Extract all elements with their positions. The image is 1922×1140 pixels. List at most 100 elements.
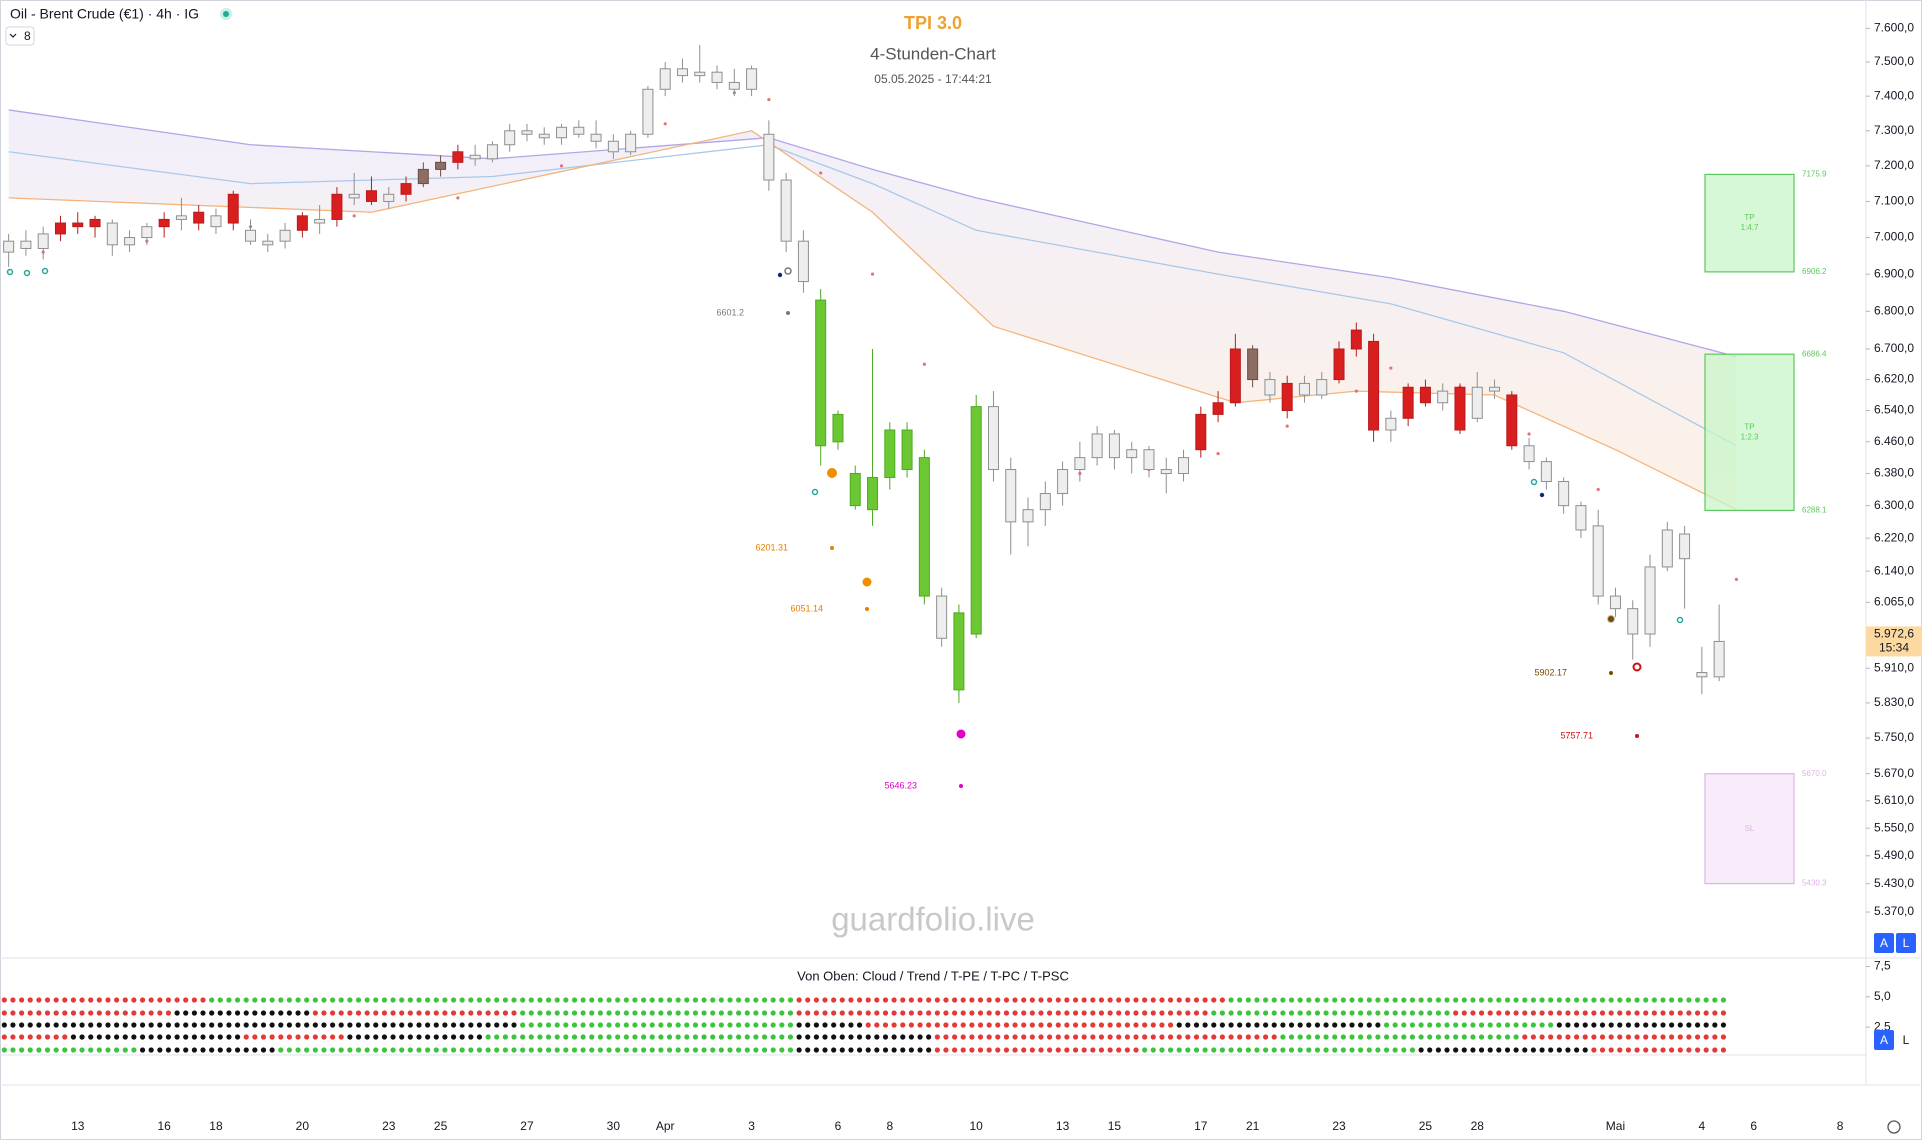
signal-dot [19,1010,25,1016]
signal-dot [88,997,94,1003]
sar-dot [352,214,356,218]
signal-dot [856,1010,863,1016]
signal-dot [1297,1022,1303,1028]
signal-dot [1202,997,1208,1003]
button-label[interactable]: A [1880,936,1888,950]
signal-dot [1237,1022,1243,1028]
signal-dot [1444,1022,1450,1028]
signal-dot [1280,1022,1286,1028]
signal-dot [494,1034,500,1040]
signal-dot [684,1034,690,1040]
signal-dot [1358,1047,1364,1053]
signal-dot [312,1022,318,1028]
signal-dot [1038,1034,1044,1040]
signal-dot [1686,1010,1692,1016]
signal-dot [105,1047,111,1053]
signal-dot [1297,1034,1303,1040]
pane-title: Von Oben: Cloud / Trend / T-PE / T-PC / … [797,968,1069,983]
signal-dot [347,1034,353,1040]
signal-dot [623,997,629,1003]
button-label[interactable]: A [1880,1033,1888,1047]
signal-dot [174,1022,180,1028]
signal-dot [1237,1034,1243,1040]
signal-dot [355,997,362,1003]
signal-dot [174,997,180,1003]
signal-dot [545,1047,552,1053]
signal-dot [433,1010,439,1016]
signal-dot [589,1047,595,1053]
signal-dot [1418,1047,1424,1053]
y-tick-label: 5.830,0 [1874,695,1914,709]
signal-dot [761,1022,768,1028]
signal-dot [874,1047,880,1053]
button-label[interactable]: L [1903,936,1910,950]
button-label[interactable]: L [1903,1033,1910,1047]
signal-dot [1383,1047,1390,1053]
y-tick-label: 7.400,0 [1874,88,1914,102]
signal-dot [649,1047,655,1053]
box-title: SL [1745,824,1755,833]
signal-dot [62,1034,68,1040]
target-box [1704,773,1795,885]
signal-dot [528,1047,534,1053]
x-tick-label: 25 [434,1119,448,1133]
signal-dot [1660,1022,1666,1028]
signal-dot [977,1034,984,1040]
signal-dot [1712,997,1718,1003]
indicator-toggle[interactable] [5,26,35,46]
signal-dot [589,1022,595,1028]
candle-body [106,222,118,246]
signal-dot [520,1022,526,1028]
y-tick-label: 7.300,0 [1874,123,1914,137]
signal-dot [934,1022,940,1028]
signal-dot [934,997,940,1003]
sar-dot [1734,577,1739,581]
signal-dot [36,1022,42,1028]
auto-scale-button[interactable] [1874,1030,1894,1050]
signal-dot [53,1022,59,1028]
settings-icon[interactable] [1887,1120,1901,1134]
signal-dot [1332,997,1338,1003]
signal-dot [761,1047,768,1053]
signal-dot [1548,1034,1554,1040]
auto-scale-button[interactable] [1874,933,1894,953]
log-scale-button[interactable] [1896,933,1916,953]
signal-dot [986,1022,992,1028]
signal-dot [1349,1010,1355,1016]
signal-dot [278,1010,284,1016]
signal-dot [1211,1010,1217,1016]
candle-body [642,88,654,135]
signal-dot [96,1034,102,1040]
x-tick-label: 16 [157,1119,171,1133]
signal-dot [321,1047,327,1053]
candle-body [1713,640,1725,678]
candle-body [124,237,136,246]
signal-dot [1383,1034,1390,1040]
signal-dot [1159,1034,1165,1040]
countdown-label: 15:34 [1879,641,1909,655]
signal-dot [563,1022,569,1028]
candle-body [521,130,533,135]
signal-dot [44,1047,51,1053]
signal-dot [1055,1034,1061,1040]
signal-dot [848,997,854,1003]
signal-dot [44,1034,51,1040]
signal-dot [649,1022,655,1028]
signal-dot [580,1047,586,1053]
signal-dot [183,1010,189,1016]
signal-dot [839,1022,845,1028]
signal-dot [390,1034,396,1040]
signal-dot [960,1034,966,1040]
signal-dot [200,997,206,1003]
candle-body [676,68,688,77]
signal-dot [874,997,880,1003]
signal-dot [1228,997,1234,1003]
signal-dot [952,1022,958,1028]
signal-dot [926,1022,932,1028]
signal-dot [606,1010,612,1016]
signal-dot [347,1022,353,1028]
candle-body [970,406,982,635]
signal-dot [718,1010,724,1016]
signal-dot [407,1010,413,1016]
signal-marker [862,577,872,587]
